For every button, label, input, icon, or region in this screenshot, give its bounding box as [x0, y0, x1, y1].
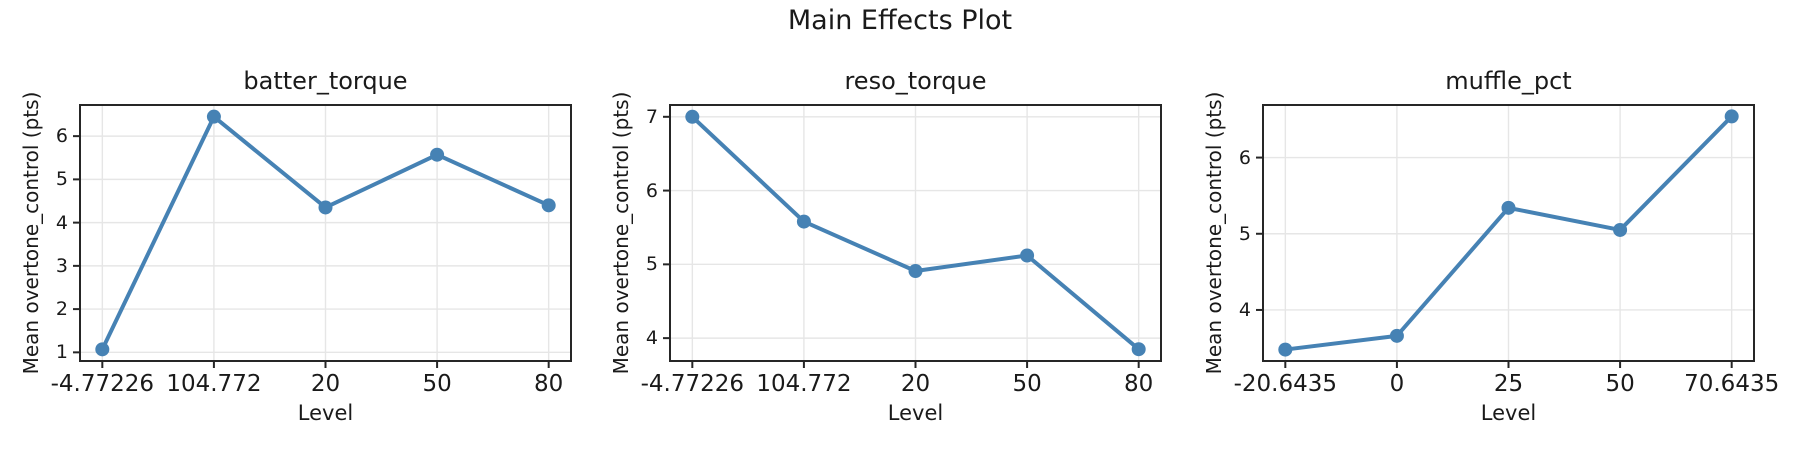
x-tick-label: 50: [422, 371, 452, 397]
subplot-title: batter_torque: [243, 67, 408, 95]
x-tick-label: -4.77226: [50, 371, 155, 397]
data-point-marker: [685, 109, 700, 124]
data-point-marker: [796, 214, 811, 229]
axes-spines: [1262, 104, 1755, 362]
y-axis-label: Mean overtone_control (pts): [19, 91, 43, 375]
plot-area: [663, 104, 1162, 368]
subplot-batter-torque: batter_torque Mean overtone_control (pts…: [19, 67, 572, 425]
y-tick-label: 6: [55, 125, 68, 148]
x-tick-label: 20: [900, 371, 931, 397]
subplot-title: reso_torque: [844, 67, 987, 95]
x-tick-label: 50: [1012, 371, 1042, 397]
y-tick-label: 6: [1238, 146, 1251, 169]
axes-spines: [669, 104, 1162, 362]
y-axis-label: Mean overtone_control (pts): [609, 91, 633, 375]
x-tick-label: 50: [1605, 371, 1635, 397]
x-tick-label: 0: [1389, 371, 1405, 397]
y-tick-label: 4: [645, 327, 658, 350]
y-tick-label: 4: [1238, 298, 1251, 321]
y-tick-label: 3: [55, 254, 68, 277]
y-tick-label: 6: [645, 179, 658, 202]
y-tick-label: 5: [1238, 222, 1251, 245]
x-tick-label: 20: [310, 371, 341, 397]
y-tick-label: 7: [645, 105, 658, 128]
data-point-marker: [1724, 109, 1739, 124]
figure-title: Main Effects Plot: [787, 5, 1013, 36]
subplot-muffle-pct: muffle_pct Mean overtone_control (pts) -…: [1202, 67, 1779, 425]
y-tick-label: 2: [55, 298, 68, 321]
axes-spines: [79, 104, 572, 362]
data-point-marker: [95, 342, 110, 357]
x-tick-label: 104.772: [166, 371, 262, 397]
subplot-reso-torque: reso_torque Mean overtone_control (pts) …: [609, 67, 1162, 425]
x-tick-label: -20.6435: [1233, 371, 1338, 397]
x-axis-label: Level: [297, 401, 354, 425]
data-point-marker: [541, 198, 556, 213]
data-point-marker: [1131, 342, 1146, 357]
x-tick-label: 104.772: [756, 371, 852, 397]
subplot-title: muffle_pct: [1445, 67, 1572, 95]
data-point-marker: [206, 109, 221, 124]
plot-area: [73, 104, 572, 368]
y-tick-label: 4: [55, 211, 68, 234]
plot-area: [1256, 104, 1755, 368]
x-axis-label: Level: [887, 401, 944, 425]
x-axis-label: Level: [1480, 401, 1537, 425]
data-point-marker: [908, 263, 923, 278]
data-point-marker: [1501, 200, 1516, 215]
data-point-marker: [318, 200, 333, 215]
data-point-marker: [1020, 248, 1035, 263]
y-tick-label: 5: [55, 168, 68, 191]
data-point-marker: [1613, 222, 1628, 237]
x-tick-label: 70.6435: [1684, 371, 1780, 397]
y-tick-label: 1: [55, 341, 68, 364]
data-point-marker: [1389, 328, 1404, 343]
data-point-marker: [430, 147, 445, 162]
y-tick-label: 5: [645, 253, 658, 276]
x-tick-label: 80: [534, 371, 564, 397]
y-axis-label: Mean overtone_control (pts): [1202, 91, 1226, 375]
x-tick-label: -4.77226: [640, 371, 745, 397]
x-tick-label: 80: [1124, 371, 1154, 397]
data-point-marker: [1278, 342, 1293, 357]
x-tick-label: 25: [1493, 371, 1524, 397]
